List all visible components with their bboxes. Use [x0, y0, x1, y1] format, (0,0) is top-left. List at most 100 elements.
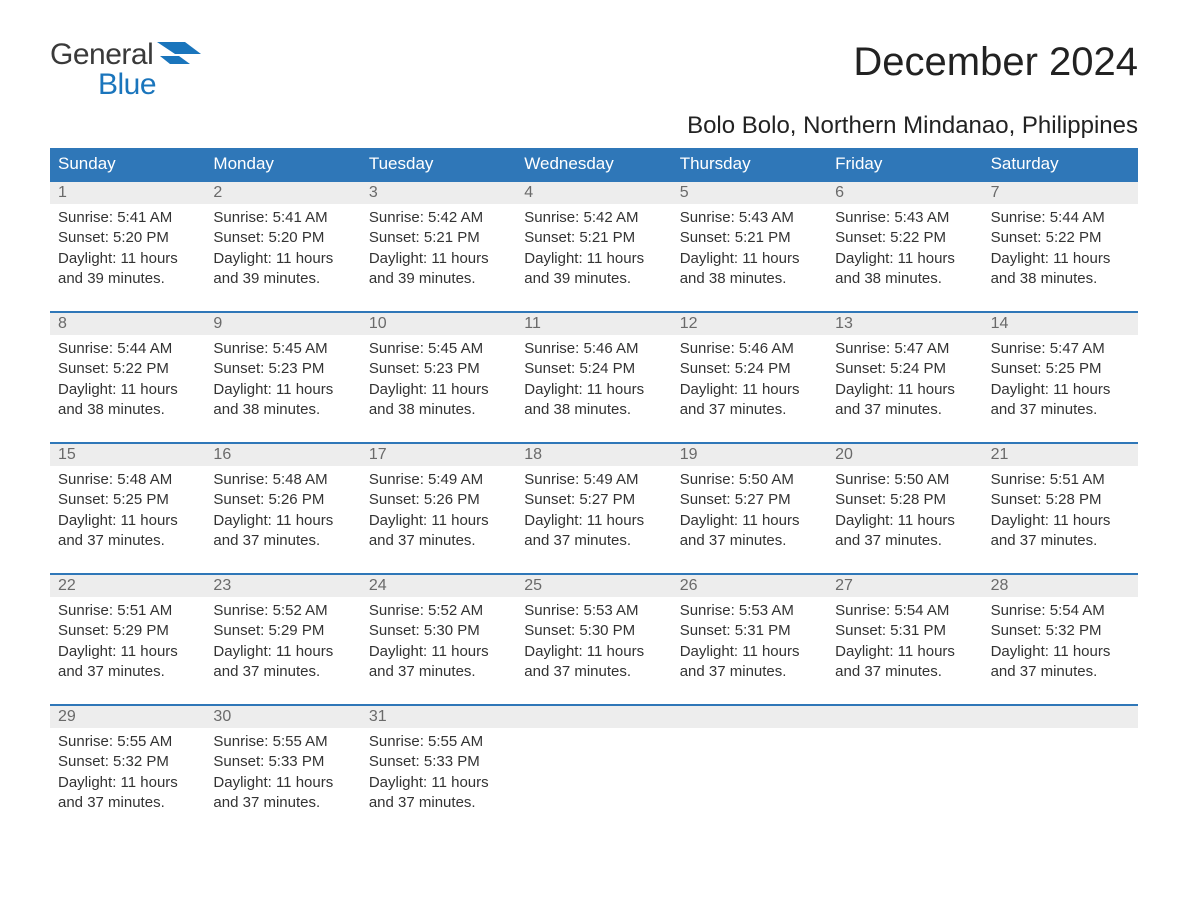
sunset-line: Sunset: 5:27 PM	[524, 490, 663, 510]
day-number: 28	[983, 575, 1138, 597]
sunset-line: Sunset: 5:20 PM	[213, 228, 352, 248]
day-cell: Sunrise: 5:53 AMSunset: 5:30 PMDaylight:…	[516, 597, 671, 686]
sunrise-line: Sunrise: 5:43 AM	[680, 208, 819, 228]
logo-general-text: General	[50, 40, 153, 70]
sunrise-line: Sunrise: 5:44 AM	[991, 208, 1130, 228]
day-number: 14	[983, 313, 1138, 335]
day-header-friday: Friday	[827, 148, 982, 180]
day-cell: Sunrise: 5:43 AMSunset: 5:21 PMDaylight:…	[672, 204, 827, 293]
daylight-line: Daylight: 11 hours and 37 minutes.	[991, 380, 1130, 421]
sunrise-line: Sunrise: 5:46 AM	[680, 339, 819, 359]
daylight-line: Daylight: 11 hours and 37 minutes.	[213, 773, 352, 814]
day-cell: Sunrise: 5:41 AMSunset: 5:20 PMDaylight:…	[50, 204, 205, 293]
sunset-line: Sunset: 5:30 PM	[524, 621, 663, 641]
calendar-week: 15161718192021Sunrise: 5:48 AMSunset: 5:…	[50, 442, 1138, 555]
sunrise-line: Sunrise: 5:47 AM	[835, 339, 974, 359]
sunrise-line: Sunrise: 5:50 AM	[835, 470, 974, 490]
day-cell: Sunrise: 5:44 AMSunset: 5:22 PMDaylight:…	[50, 335, 205, 424]
day-number: 17	[361, 444, 516, 466]
daynum-row: 22232425262728	[50, 575, 1138, 597]
sunrise-line: Sunrise: 5:45 AM	[369, 339, 508, 359]
sunset-line: Sunset: 5:26 PM	[213, 490, 352, 510]
sunrise-line: Sunrise: 5:48 AM	[213, 470, 352, 490]
sunrise-line: Sunrise: 5:52 AM	[369, 601, 508, 621]
day-number	[827, 706, 982, 728]
sunset-line: Sunset: 5:24 PM	[835, 359, 974, 379]
day-cell: Sunrise: 5:51 AMSunset: 5:28 PMDaylight:…	[983, 466, 1138, 555]
sunset-line: Sunset: 5:28 PM	[835, 490, 974, 510]
daylight-line: Daylight: 11 hours and 37 minutes.	[680, 511, 819, 552]
daylight-line: Daylight: 11 hours and 37 minutes.	[369, 642, 508, 683]
day-number: 9	[205, 313, 360, 335]
sunrise-line: Sunrise: 5:41 AM	[58, 208, 197, 228]
sunset-line: Sunset: 5:25 PM	[991, 359, 1130, 379]
daynum-row: 1234567	[50, 182, 1138, 204]
sunrise-line: Sunrise: 5:42 AM	[369, 208, 508, 228]
day-number: 13	[827, 313, 982, 335]
daylight-line: Daylight: 11 hours and 38 minutes.	[835, 249, 974, 290]
day-number: 31	[361, 706, 516, 728]
daylight-line: Daylight: 11 hours and 38 minutes.	[58, 380, 197, 421]
day-cell: Sunrise: 5:44 AMSunset: 5:22 PMDaylight:…	[983, 204, 1138, 293]
day-cell: Sunrise: 5:49 AMSunset: 5:27 PMDaylight:…	[516, 466, 671, 555]
calendar-day-header: Sunday Monday Tuesday Wednesday Thursday…	[50, 148, 1138, 180]
day-cell: Sunrise: 5:53 AMSunset: 5:31 PMDaylight:…	[672, 597, 827, 686]
daylight-line: Daylight: 11 hours and 39 minutes.	[369, 249, 508, 290]
day-header-tuesday: Tuesday	[361, 148, 516, 180]
sunset-line: Sunset: 5:30 PM	[369, 621, 508, 641]
day-cell: Sunrise: 5:50 AMSunset: 5:27 PMDaylight:…	[672, 466, 827, 555]
day-number: 4	[516, 182, 671, 204]
day-header-thursday: Thursday	[672, 148, 827, 180]
daylight-line: Daylight: 11 hours and 37 minutes.	[524, 642, 663, 683]
daynum-row: 293031	[50, 706, 1138, 728]
sunset-line: Sunset: 5:21 PM	[680, 228, 819, 248]
day-cell: Sunrise: 5:55 AMSunset: 5:32 PMDaylight:…	[50, 728, 205, 817]
sunset-line: Sunset: 5:23 PM	[369, 359, 508, 379]
day-header-monday: Monday	[205, 148, 360, 180]
day-header-sunday: Sunday	[50, 148, 205, 180]
day-number: 12	[672, 313, 827, 335]
day-number: 20	[827, 444, 982, 466]
sunrise-line: Sunrise: 5:42 AM	[524, 208, 663, 228]
day-cell: Sunrise: 5:48 AMSunset: 5:26 PMDaylight:…	[205, 466, 360, 555]
day-number: 21	[983, 444, 1138, 466]
flag-icon	[157, 42, 201, 64]
sunrise-line: Sunrise: 5:45 AM	[213, 339, 352, 359]
daylight-line: Daylight: 11 hours and 38 minutes.	[524, 380, 663, 421]
day-cell: Sunrise: 5:52 AMSunset: 5:30 PMDaylight:…	[361, 597, 516, 686]
sunrise-line: Sunrise: 5:49 AM	[524, 470, 663, 490]
sunset-line: Sunset: 5:21 PM	[524, 228, 663, 248]
day-header-wednesday: Wednesday	[516, 148, 671, 180]
sunset-line: Sunset: 5:22 PM	[991, 228, 1130, 248]
day-number	[672, 706, 827, 728]
sunset-line: Sunset: 5:29 PM	[213, 621, 352, 641]
sunset-line: Sunset: 5:33 PM	[369, 752, 508, 772]
day-number	[983, 706, 1138, 728]
sunset-line: Sunset: 5:28 PM	[991, 490, 1130, 510]
daylight-line: Daylight: 11 hours and 38 minutes.	[369, 380, 508, 421]
sunrise-line: Sunrise: 5:41 AM	[213, 208, 352, 228]
sunrise-line: Sunrise: 5:49 AM	[369, 470, 508, 490]
sunset-line: Sunset: 5:29 PM	[58, 621, 197, 641]
sunrise-line: Sunrise: 5:51 AM	[58, 601, 197, 621]
daylight-line: Daylight: 11 hours and 37 minutes.	[58, 511, 197, 552]
daynum-row: 15161718192021	[50, 444, 1138, 466]
day-number: 19	[672, 444, 827, 466]
day-cell: Sunrise: 5:42 AMSunset: 5:21 PMDaylight:…	[361, 204, 516, 293]
sunset-line: Sunset: 5:26 PM	[369, 490, 508, 510]
day-number: 24	[361, 575, 516, 597]
daylight-line: Daylight: 11 hours and 37 minutes.	[680, 642, 819, 683]
daylight-line: Daylight: 11 hours and 38 minutes.	[991, 249, 1130, 290]
day-cell: Sunrise: 5:55 AMSunset: 5:33 PMDaylight:…	[205, 728, 360, 817]
day-cell: Sunrise: 5:47 AMSunset: 5:25 PMDaylight:…	[983, 335, 1138, 424]
day-cell	[516, 728, 671, 817]
sunset-line: Sunset: 5:32 PM	[58, 752, 197, 772]
sunset-line: Sunset: 5:23 PM	[213, 359, 352, 379]
day-cell: Sunrise: 5:46 AMSunset: 5:24 PMDaylight:…	[672, 335, 827, 424]
sunrise-line: Sunrise: 5:55 AM	[213, 732, 352, 752]
sunset-line: Sunset: 5:32 PM	[991, 621, 1130, 641]
day-number: 11	[516, 313, 671, 335]
sunrise-line: Sunrise: 5:55 AM	[58, 732, 197, 752]
sunset-line: Sunset: 5:31 PM	[680, 621, 819, 641]
day-cell: Sunrise: 5:54 AMSunset: 5:31 PMDaylight:…	[827, 597, 982, 686]
